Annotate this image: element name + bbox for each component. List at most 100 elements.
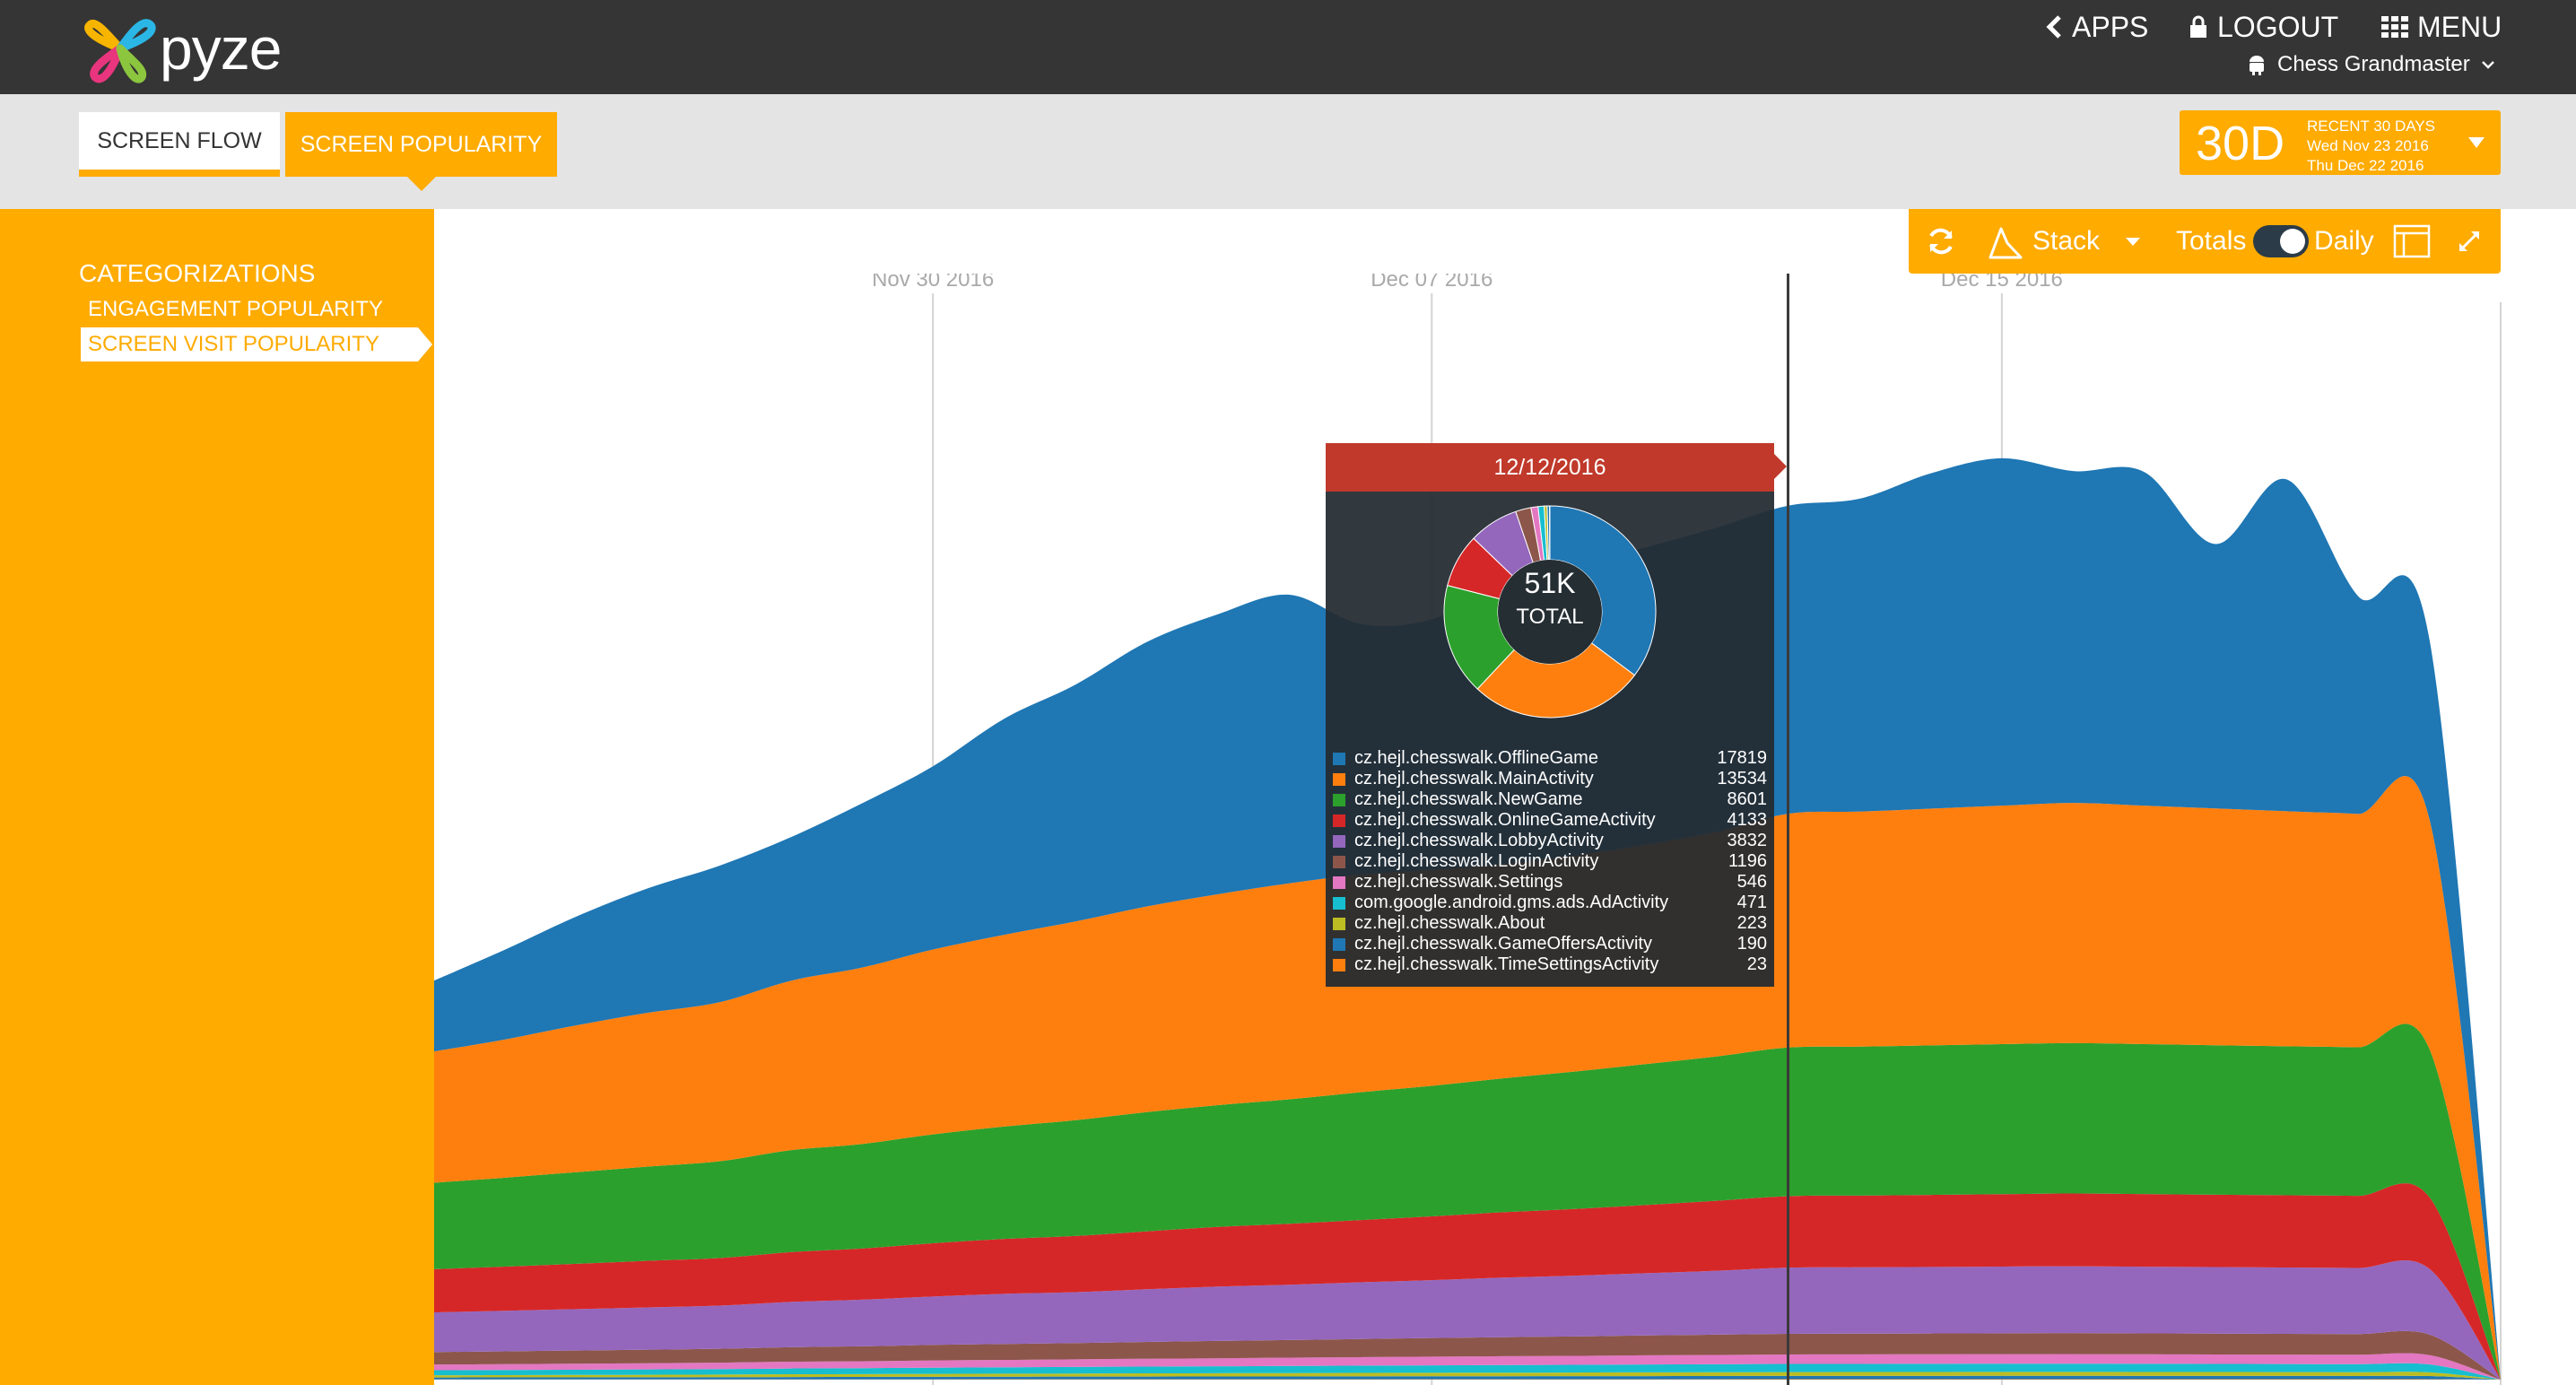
- caret-down-icon: [2126, 238, 2140, 246]
- totals-option[interactable]: Totals: [2176, 209, 2246, 274]
- area-series-10[interactable]: [434, 457, 2501, 1380]
- area-series-6[interactable]: [434, 1260, 2501, 1380]
- area-series-8[interactable]: [434, 1024, 2501, 1380]
- legend-series-value: 8601: [1727, 789, 1768, 809]
- app-name: Chess Grandmaster: [2277, 52, 2470, 76]
- x-tick-label: Dec 15 2016: [1941, 274, 2063, 292]
- date-range-end: Thu Dec 22 2016: [2307, 157, 2424, 174]
- date-range-short: 30D: [2196, 117, 2285, 170]
- area-series-9[interactable]: [434, 776, 2501, 1380]
- legend-series-name: cz.hejl.chesswalk.OfflineGame: [1354, 748, 1598, 768]
- date-range-picker[interactable]: 30D RECENT 30 DAYS Wed Nov 23 2016 Thu D…: [2180, 110, 2501, 175]
- table-view-button[interactable]: [2393, 209, 2431, 274]
- totals-label: Totals: [2176, 226, 2247, 256]
- apps-label: APPS: [2072, 10, 2149, 43]
- app-selector[interactable]: Chess Grandmaster: [2247, 50, 2495, 79]
- logout-link[interactable]: LOGOUT: [2189, 9, 2338, 45]
- area-series-3[interactable]: [434, 1363, 2501, 1380]
- x-tick-label: Dec 07 2016: [1371, 274, 1493, 292]
- legend-series-value: 471: [1736, 893, 1767, 912]
- legend-series-name: cz.hejl.chesswalk.NewGame: [1354, 789, 1583, 809]
- tooltip-caret: [1774, 454, 1787, 479]
- grid-menu-icon: [2381, 16, 2408, 38]
- legend-series-value: 23: [1746, 954, 1767, 974]
- logo-text: pyze: [160, 15, 282, 82]
- caret-down-icon: [2468, 137, 2485, 148]
- legend-series-name: cz.hejl.chesswalk.LoginActivity: [1354, 851, 1599, 871]
- sidebar-item-engagement-popularity[interactable]: ENGAGEMENT POPULARITY: [88, 297, 383, 321]
- tooltip-date: 12/12/2016: [1326, 443, 1774, 492]
- legend-series-name: cz.hejl.chesswalk.About: [1354, 913, 1545, 933]
- area-series-7[interactable]: [434, 1183, 2501, 1380]
- legend-swatch: [1333, 814, 1345, 827]
- tooltip-total: 51K: [1524, 567, 1576, 599]
- hover-tooltip: 12/12/2016 51K TOTAL cz.hejl.chesswalk.O…: [1326, 443, 1787, 987]
- apps-link[interactable]: APPS: [2045, 9, 2148, 45]
- chart-toolbar: Stack Totals Daily: [1909, 209, 2501, 274]
- tooltip-legend-row: cz.hejl.chesswalk.TimeSettingsActivity 23: [1333, 954, 1767, 975]
- legend-series-value: 17819: [1717, 748, 1767, 768]
- legend-series-value: 4133: [1727, 810, 1768, 830]
- legend-series-value: 13534: [1717, 769, 1767, 788]
- area-series-4[interactable]: [434, 1353, 2501, 1380]
- toggle-knob: [2280, 229, 2305, 254]
- tooltip-legend-row: com.google.android.gms.ads.AdActivity 471: [1333, 893, 1767, 913]
- sidebar: CATEGORIZATIONS ENGAGEMENT POPULARITY SC…: [0, 209, 434, 1385]
- stacked-area-chart[interactable]: Nov 30 2016 Dec 07 2016 Dec 15 2016: [434, 274, 2576, 1385]
- legend-series-name: cz.hejl.chesswalk.Settings: [1354, 872, 1563, 892]
- top-bar: pyze APPS LOGOUT MENU Chess Grandmaster: [0, 0, 2576, 94]
- x-tick-label: Nov 30 2016: [872, 274, 994, 292]
- lock-icon: [2190, 15, 2206, 38]
- legend-series-name: com.google.android.gms.ads.AdActivity: [1354, 893, 1669, 912]
- area-series-1[interactable]: [434, 1375, 2501, 1380]
- legend-swatch: [1333, 772, 1345, 786]
- tooltip-donut-chart: [1443, 505, 1657, 719]
- stack-dropdown[interactable]: [2124, 209, 2142, 274]
- totals-daily-toggle[interactable]: [2253, 209, 2309, 274]
- legend-swatch: [1333, 752, 1345, 765]
- stack-label: Stack: [2032, 226, 2101, 256]
- tooltip-legend-row: cz.hejl.chesswalk.OnlineGameActivity 4133: [1333, 810, 1767, 831]
- legend-swatch: [1333, 917, 1345, 930]
- tooltip-total-label: TOTAL: [1516, 605, 1584, 629]
- legend-swatch: [1333, 937, 1345, 951]
- area-series-5[interactable]: [434, 1330, 2501, 1380]
- legend-swatch: [1333, 855, 1345, 868]
- date-range-details: RECENT 30 DAYS Wed Nov 23 2016 Thu Dec 2…: [2307, 117, 2435, 176]
- tooltip-legend-row: cz.hejl.chesswalk.LoginActivity 1196: [1333, 851, 1767, 872]
- legend-series-name: cz.hejl.chesswalk.MainActivity: [1354, 769, 1594, 788]
- sub-bar: SCREEN FLOW SCREEN POPULARITY 30D RECENT…: [0, 94, 2576, 209]
- legend-series-value: 546: [1736, 872, 1767, 892]
- pyze-logo-mark-icon: [84, 19, 156, 83]
- logout-label: LOGOUT: [2217, 10, 2339, 43]
- categorizations-title: CATEGORIZATIONS: [79, 259, 316, 287]
- refresh-icon: [1929, 228, 1953, 255]
- chevron-down-icon: [2481, 61, 2494, 69]
- toggle-switch: [2253, 225, 2309, 257]
- chevron-left-icon: [2046, 15, 2061, 39]
- legend-series-value: 1196: [1727, 851, 1767, 871]
- date-range-label: RECENT 30 DAYS: [2307, 118, 2435, 135]
- refresh-button[interactable]: [1925, 209, 1957, 274]
- legend-swatch: [1333, 793, 1345, 806]
- legend-series-value: 223: [1736, 913, 1767, 933]
- legend-swatch: [1333, 958, 1345, 971]
- date-range-start: Wed Nov 23 2016: [2307, 137, 2429, 154]
- expand-button[interactable]: [2458, 209, 2481, 274]
- stack-mode-selector[interactable]: Stack: [1988, 209, 2100, 274]
- tooltip-legend-row: cz.hejl.chesswalk.About 223: [1333, 913, 1767, 934]
- legend-swatch: [1333, 834, 1345, 848]
- legend-swatch: [1333, 875, 1345, 889]
- menu-link[interactable]: MENU: [2381, 9, 2502, 45]
- pyze-logo[interactable]: pyze: [77, 4, 301, 90]
- daily-option[interactable]: Daily: [2314, 209, 2374, 274]
- sidebar-item-screen-visit-popularity[interactable]: SCREEN VISIT POPULARITY: [81, 327, 432, 361]
- tab-screen-popularity[interactable]: SCREEN POPULARITY: [285, 112, 557, 177]
- legend-series-name: cz.hejl.chesswalk.TimeSettingsActivity: [1354, 954, 1659, 974]
- area-chart-icon: [1989, 227, 2023, 259]
- tooltip-legend-row: cz.hejl.chesswalk.NewGame 8601: [1333, 789, 1767, 810]
- tooltip-legend-row: cz.hejl.chesswalk.MainActivity 13534: [1333, 769, 1767, 789]
- area-series-2[interactable]: [434, 1372, 2501, 1380]
- legend-series-value: 3832: [1727, 831, 1768, 850]
- tab-screen-flow[interactable]: SCREEN FLOW: [79, 112, 280, 177]
